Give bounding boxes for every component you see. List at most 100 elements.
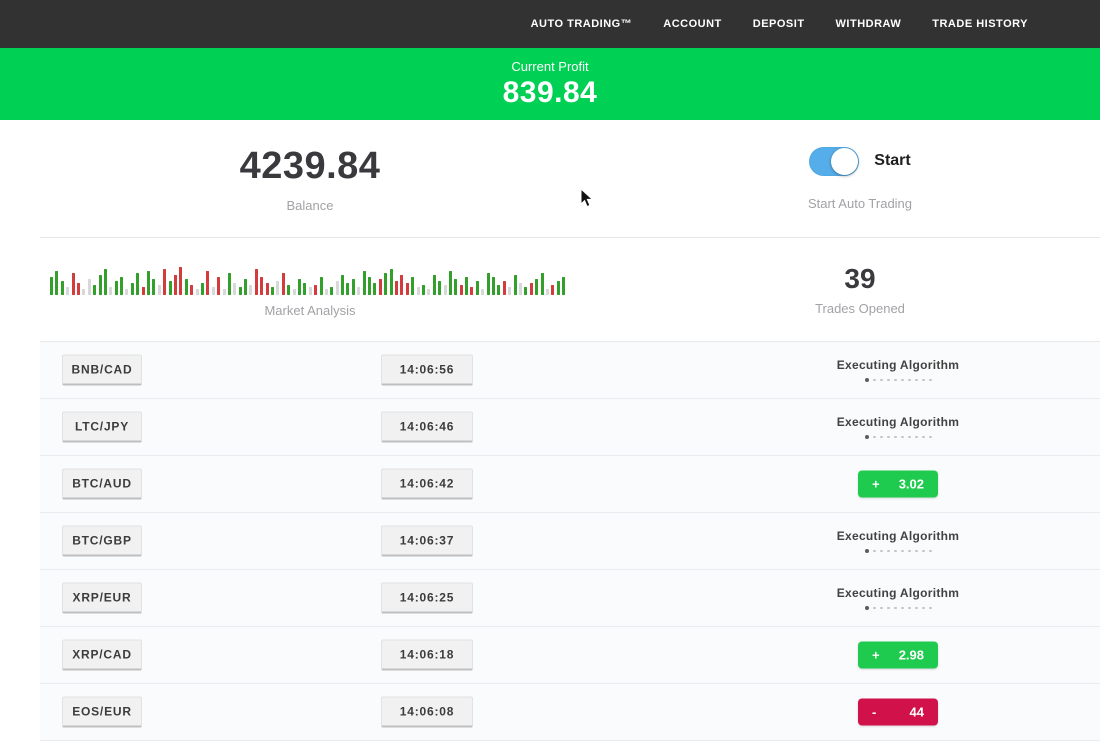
market-bar [324,289,328,295]
market-bar [368,277,372,295]
market-bar [227,273,231,295]
market-bar [254,269,258,295]
market-bar [454,279,458,295]
trades-list: BNB/CAD 14:06:56 Executing Algorithm LTC… [40,341,1100,741]
nav-item-withdraw[interactable]: WITHDRAW [835,18,902,30]
market-bar [66,287,70,295]
market-bar [459,285,463,295]
market-bar [416,287,420,295]
market-bar [400,275,404,295]
nav-item-auto-trading[interactable]: AUTO TRADING™ [530,18,633,30]
market-bar [109,287,113,295]
pair-chip[interactable]: BTC/GBP [62,525,142,557]
progress-dot-icon [922,606,925,610]
nav-item-deposit[interactable]: DEPOSIT [752,18,805,30]
market-bar [357,287,361,295]
market-bar [341,275,345,295]
balance-section: 4239.84 Balance Start Start Auto Trading [0,120,1100,237]
pair-chip[interactable]: XRP/EUR [62,582,142,614]
market-bar [319,277,323,295]
badge-value: 44 [909,704,924,720]
market-bar [373,283,377,295]
market-bar [287,285,291,295]
progress-dot-icon [908,435,911,439]
time-chip: 14:06:46 [381,411,473,443]
trade-status: Executing Algorithm [823,529,973,553]
trade-status: +2.98 [823,641,973,669]
market-bar [351,279,355,295]
time-chip: 14:06:25 [381,582,473,614]
market-bar [157,285,161,295]
market-bar [314,285,318,295]
market-bar [395,281,398,295]
table-row: XRP/CAD 14:06:18 +2.98 [40,627,1100,684]
balance-label: Balance [286,197,334,213]
executing-algorithm-label: Executing Algorithm [836,415,960,429]
market-bar [432,275,436,295]
badge-sign: - [872,704,877,720]
toggle-knob-icon [831,147,859,175]
pair-chip[interactable]: LTC/JPY [62,411,142,443]
market-bar [443,285,447,295]
pair-chip[interactable]: BNB/CAD [62,354,142,386]
executing-algorithm-label: Executing Algorithm [836,586,960,600]
progress-dot-icon [922,549,925,553]
progress-dot-icon [880,606,883,610]
progress-dot-icon [880,549,883,553]
progress-dot-icon [894,378,897,382]
trade-status: - 44 [823,698,973,726]
balance-cell: 4239.84 Balance [0,120,620,237]
progress-dots [823,606,973,610]
market-bar [303,283,307,295]
pair-chip[interactable]: XRP/CAD [62,639,142,671]
progress-dots [823,378,973,382]
toggle-label: Start [874,152,911,169]
progress-dot-icon [887,549,890,553]
progress-dot-icon [915,606,918,610]
market-bar [335,281,339,295]
progress-dot-icon [901,606,904,610]
progress-dot-icon [929,378,932,382]
market-bar [190,285,194,295]
progress-dot-icon [929,549,932,553]
market-bar [271,287,275,295]
market-bar [163,269,167,295]
nav-item-trade-history[interactable]: TRADE HISTORY [932,18,1028,30]
progress-dot-icon [864,606,869,610]
market-bar [448,271,452,295]
market-bar [211,287,215,295]
market-bar [130,283,134,295]
market-analysis-chart [50,261,570,295]
progress-dots [823,549,973,553]
trade-status: +3.02 [823,470,973,498]
market-bar [508,287,512,295]
trades-opened-value: 39 [844,263,876,294]
market-bar [438,281,442,295]
nav-item-account[interactable]: ACCOUNT [663,18,722,30]
progress-dot-icon [864,549,869,553]
progress-dot-icon [887,378,890,382]
market-bar [389,269,393,295]
time-chip: 14:06:37 [381,525,473,557]
auto-trading-toggle[interactable] [809,146,860,176]
market-bar [206,271,210,295]
pair-chip[interactable]: BTC/AUD [62,468,142,500]
time-chip: 14:06:08 [381,696,473,728]
market-bar [195,289,199,295]
pair-chip[interactable]: EOS/EUR [62,696,142,728]
market-bar [535,279,539,295]
time-chip: 14:06:18 [381,639,473,671]
badge-value: 2.98 [898,647,924,663]
market-bar [265,283,269,295]
market-bar [292,289,296,295]
progress-dot-icon [908,378,911,382]
market-bar [475,281,479,295]
auto-trading-caption: Start Auto Trading [807,195,913,211]
market-analysis-label: Market Analysis [264,303,356,318]
progress-dot-icon [887,606,890,610]
market-bar [179,267,183,295]
market-bar [551,285,555,295]
market-bar [378,279,382,295]
market-bar [486,273,490,295]
progress-dot-icon [915,549,918,553]
